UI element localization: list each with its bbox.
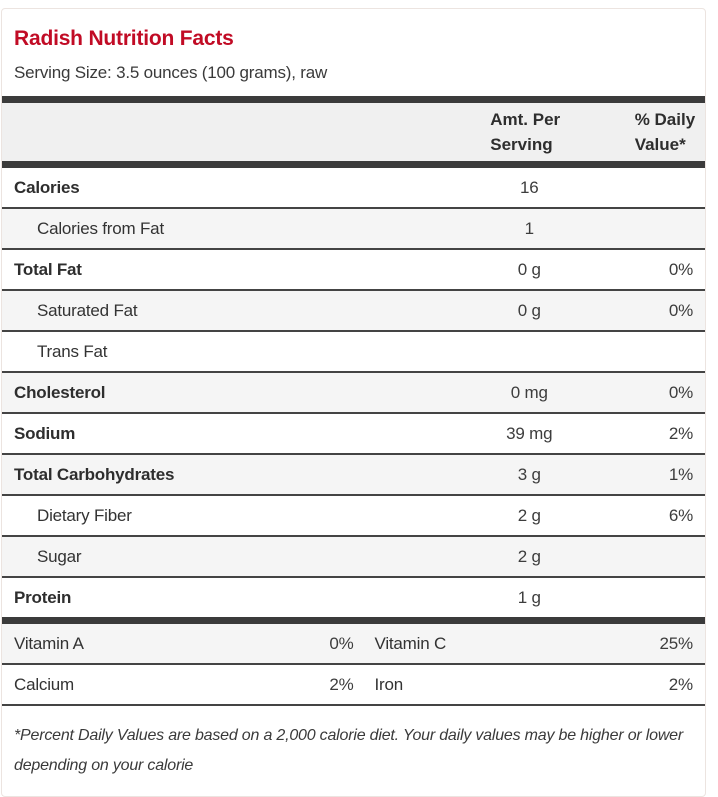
vitamin-row: Calcium 2% Iron 2% bbox=[2, 665, 705, 706]
vitamin-value: 0% bbox=[329, 633, 354, 653]
daily-value-percent: 0% bbox=[668, 300, 693, 320]
table-row: Total Fat 0 g 0% bbox=[2, 250, 705, 291]
nutrient-label: Sodium bbox=[14, 423, 76, 443]
daily-value-percent: 0% bbox=[668, 382, 693, 402]
header-daily-value-cell: % Daily Value* bbox=[635, 107, 711, 158]
nutrient-label: Cholesterol bbox=[14, 382, 106, 402]
header-amount-cell: Amt. Per Serving bbox=[424, 107, 635, 158]
daily-value-percent: 6% bbox=[668, 505, 693, 525]
nutrient-rows: Calories 16 Calories from Fat 1 Total Fat 0 g… bbox=[2, 168, 705, 617]
vitamin-value: 2% bbox=[668, 674, 693, 694]
vitamin-rows: Vitamin A 0% Vitamin C 25% Calcium 2% Iron 2% bbox=[2, 624, 705, 706]
nutrient-label: Protein bbox=[14, 587, 72, 607]
amount-per-serving-value: 0 g bbox=[517, 300, 541, 320]
footnote: *Percent Daily Values are based on a 2,0… bbox=[14, 727, 683, 774]
amount-per-serving-value: 3 g bbox=[517, 464, 541, 484]
header-amount-label: Amt. Per Serving bbox=[490, 109, 561, 155]
header-daily-value-label: % Daily Value* bbox=[634, 109, 696, 155]
vitamin-label: Vitamin C bbox=[374, 633, 447, 653]
serving-size: Serving Size: 3.5 ounces (100 grams), ra… bbox=[14, 63, 328, 82]
amount-per-serving-value: 0 g bbox=[517, 259, 541, 279]
vitamin-value: 2% bbox=[329, 674, 354, 694]
nutrient-label: Total Carbohydrates bbox=[14, 464, 175, 484]
nutrition-facts-card: Radish Nutrition Facts Serving Size: 3.5… bbox=[1, 8, 706, 797]
amount-per-serving-value: 39 mg bbox=[506, 423, 553, 443]
amount-per-serving-value: 1 g bbox=[517, 587, 541, 607]
table-row: Protein 1 g bbox=[2, 578, 705, 617]
table-row: Calories 16 bbox=[2, 168, 705, 209]
amount-per-serving-value: 0 mg bbox=[510, 382, 548, 402]
nutrient-label: Saturated Fat bbox=[37, 300, 138, 320]
divider-bar-top bbox=[2, 96, 705, 103]
nutrient-label: Calories bbox=[14, 177, 80, 197]
amount-per-serving-value: 2 g bbox=[517, 505, 541, 525]
daily-value-percent: 2% bbox=[668, 423, 693, 443]
divider-bar-header bbox=[2, 161, 705, 168]
table-row: Sodium 39 mg 2% bbox=[2, 414, 705, 455]
nutrient-label: Dietary Fiber bbox=[37, 505, 132, 525]
daily-value-percent: 0% bbox=[668, 259, 693, 279]
amount-per-serving-value: 16 bbox=[519, 177, 539, 197]
divider-bar-vitamins bbox=[2, 617, 705, 624]
vitamin-label: Calcium bbox=[14, 674, 75, 694]
page-title: Radish Nutrition Facts bbox=[14, 27, 234, 50]
vitamin-label: Vitamin A bbox=[14, 633, 84, 653]
table-row: Total Carbohydrates 3 g 1% bbox=[2, 455, 705, 496]
table-row: Calories from Fat 1 bbox=[2, 209, 705, 250]
table-row: Trans Fat bbox=[2, 332, 705, 373]
vitamin-row: Vitamin A 0% Vitamin C 25% bbox=[2, 624, 705, 665]
table-row: Dietary Fiber 2 g 6% bbox=[2, 496, 705, 537]
table-row: Sugar 2 g bbox=[2, 537, 705, 578]
vitamin-value: 25% bbox=[659, 633, 694, 653]
nutrient-label: Total Fat bbox=[14, 259, 82, 279]
table-row: Saturated Fat 0 g 0% bbox=[2, 291, 705, 332]
daily-value-percent: 1% bbox=[668, 464, 693, 484]
table-header-row: Amt. Per Serving % Daily Value* bbox=[2, 103, 705, 161]
amount-per-serving-value: 2 g bbox=[517, 546, 541, 566]
nutrient-label: Trans Fat bbox=[37, 341, 108, 361]
vitamin-label: Iron bbox=[374, 674, 403, 694]
table-row: Cholesterol 0 mg 0% bbox=[2, 373, 705, 414]
amount-per-serving-value: 1 bbox=[524, 218, 534, 238]
nutrient-label: Calories from Fat bbox=[37, 218, 164, 238]
nutrient-label: Sugar bbox=[37, 546, 82, 566]
